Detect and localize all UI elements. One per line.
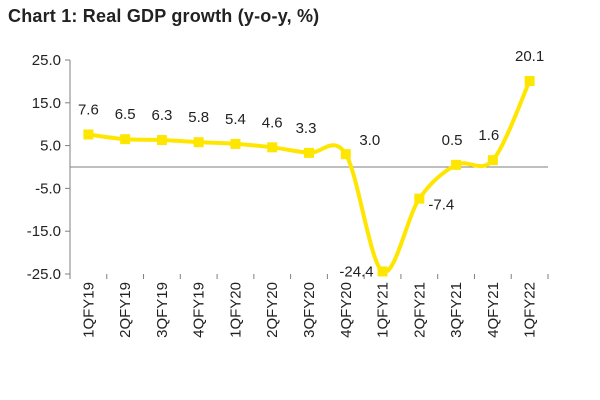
data-label: 3.3: [296, 120, 317, 137]
x-tick-label: 3QFY19: [154, 282, 171, 338]
chart-title: Chart 1: Real GDP growth (y-o-y, %): [8, 6, 320, 26]
x-tick-label: 3QFY21: [448, 282, 465, 338]
data-point-marker: [83, 129, 94, 140]
x-tick-label: 2QFY21: [411, 282, 428, 338]
data-label: 0.5: [442, 132, 463, 149]
data-label: 6.5: [115, 106, 136, 123]
data-label: 3.0: [359, 132, 380, 149]
data-label: 1.6: [478, 127, 499, 144]
data-point-marker: [524, 75, 535, 86]
x-tick-label: 2QFY20: [264, 282, 281, 338]
x-tick-label: 1QFY19: [80, 282, 97, 338]
data-point-marker: [120, 134, 131, 145]
x-tick-label: 1QFY22: [522, 282, 539, 338]
data-point-marker: [267, 142, 278, 153]
data-label: 5.8: [188, 109, 209, 126]
x-tick-label: 3QFY20: [301, 282, 318, 338]
x-tick-label: 1QFY21: [375, 282, 392, 338]
series-layer: [83, 75, 535, 277]
x-tick-label: 4QFY21: [485, 282, 502, 338]
x-axis-ticks: 1QFY19 2QFY19 3QFY19 4QFY19 1QFY20 2QFY20 3QFY…: [69, 274, 549, 338]
data-label: 4.6: [262, 114, 283, 131]
x-tick-label: 1QFY20: [227, 282, 244, 338]
data-point-marker: [230, 138, 241, 149]
data-labels: 7.6 6.5 6.3 5.8 5.4 4.6 3.3 3.0 -24.4 -7.4 0.5 1.6 2…: [78, 48, 544, 280]
data-point-marker: [414, 193, 425, 204]
x-tick-label: 4QFY19: [191, 282, 208, 338]
y-tick-label: -5.0: [35, 180, 61, 197]
x-tick-label: 2QFY19: [117, 282, 134, 338]
data-label: 20.1: [515, 48, 544, 65]
y-tick-label: -15.0: [27, 223, 61, 240]
y-tick-label: -25.0: [27, 266, 61, 283]
y-tick-label: 15.0: [32, 95, 61, 112]
data-point-marker: [451, 159, 462, 170]
data-label: 6.3: [151, 107, 172, 124]
y-axis-ticks: 25.0 15.0 5.0 -5.0 -15.0 -25.0: [27, 52, 70, 283]
data-label: 7.6: [78, 101, 99, 118]
y-tick-label: 25.0: [32, 52, 61, 69]
axes: [69, 60, 548, 274]
data-label: 5.4: [225, 111, 246, 128]
data-point-marker: [340, 149, 351, 160]
data-label: -24.4: [339, 263, 373, 280]
data-point-marker: [156, 135, 167, 146]
data-point-marker: [487, 155, 498, 166]
data-point-marker: [304, 147, 314, 158]
data-label: -7.4: [428, 197, 454, 214]
data-point-marker: [193, 137, 204, 148]
data-point-marker: [377, 266, 388, 277]
y-tick-label: 5.0: [40, 138, 61, 155]
x-tick-label: 4QFY20: [338, 282, 355, 338]
